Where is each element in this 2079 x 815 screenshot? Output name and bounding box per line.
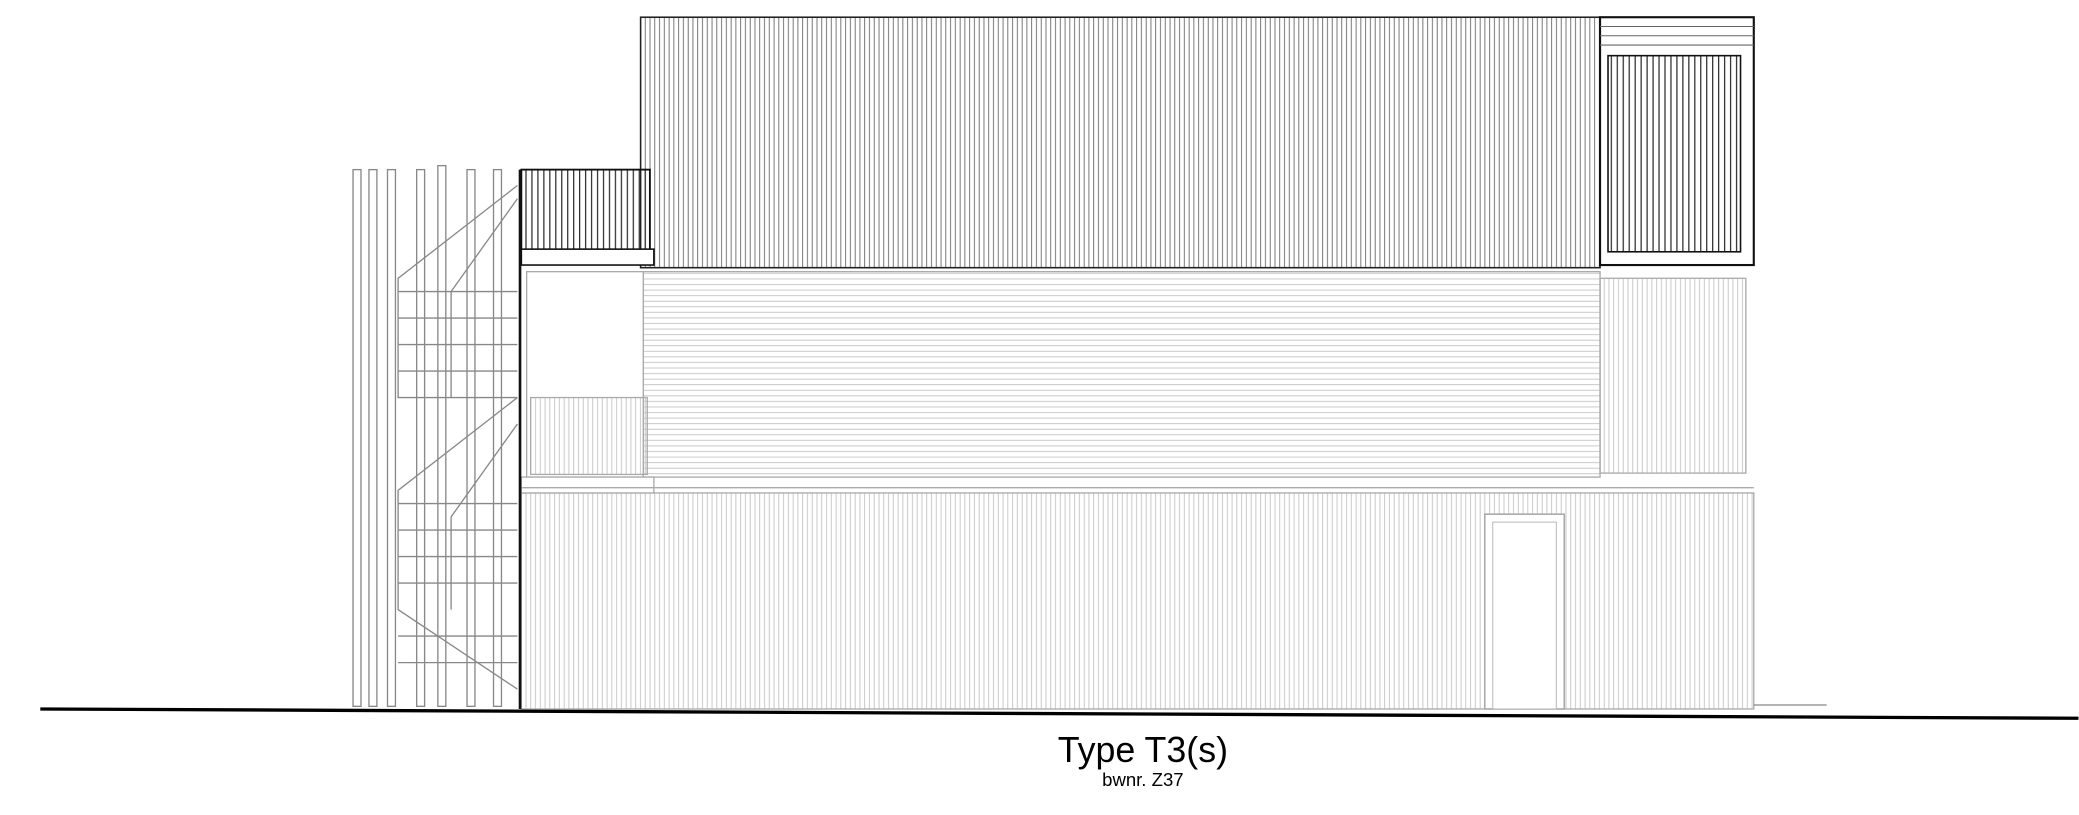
ground-floor-cladding bbox=[520, 492, 1755, 710]
drawing-subtitle: bwnr. Z37 bbox=[1102, 769, 1183, 790]
stair-tower bbox=[352, 164, 518, 707]
upper-right-screen bbox=[1607, 54, 1742, 253]
middle-siding bbox=[642, 271, 1601, 478]
drawing-title: Type T3(s) bbox=[1058, 730, 1228, 770]
upper-balcony-rail bbox=[520, 168, 651, 253]
roof-lines bbox=[1600, 25, 1754, 46]
middle-balcony-rail bbox=[529, 396, 648, 476]
ground-line bbox=[40, 707, 2079, 720]
slab bbox=[520, 476, 655, 494]
upper-cladding bbox=[639, 16, 1601, 269]
door-leaf bbox=[1492, 521, 1557, 710]
middle-right-screen bbox=[1599, 277, 1747, 474]
upper-slab bbox=[520, 248, 655, 266]
